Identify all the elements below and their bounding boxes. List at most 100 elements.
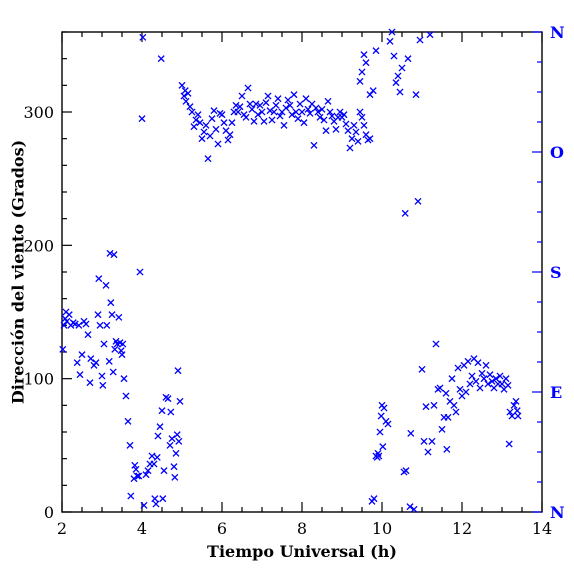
data-point [172,449,180,457]
data-point [127,492,135,500]
data-point [133,472,141,480]
data-point [254,111,262,119]
data-point [173,431,181,439]
x-tick-label: 2 [57,519,67,538]
data-point [379,443,387,451]
data-point [270,108,278,116]
data-point [504,381,512,389]
data-point [474,359,482,367]
data-point [320,116,328,124]
data-point [370,495,378,503]
data-point [94,311,102,319]
data-point [115,313,123,321]
data-point [109,368,117,376]
data-point [184,89,192,97]
data-point [396,88,404,96]
data-point [138,115,146,123]
data-point [342,120,350,128]
data-point [198,135,206,143]
data-point [472,377,480,385]
data-point [119,340,127,348]
data-points [59,28,522,513]
data-point [99,381,107,389]
data-point [188,108,196,116]
data-point [167,408,175,416]
data-point [508,412,516,420]
data-point [175,437,183,445]
data-point [256,101,264,109]
data-point [136,268,144,276]
data-point [135,472,143,480]
data-point [144,467,152,475]
data-point [468,372,476,380]
data-point [206,132,214,140]
data-point [126,441,134,449]
data-point [75,321,83,329]
data-point [348,135,356,143]
data-point [312,104,320,112]
data-point [326,108,334,116]
data-point [139,33,147,41]
data-point [496,372,504,380]
data-point [76,371,84,379]
data-point [248,105,256,113]
data-point [430,401,438,409]
x-tick-label: 12 [452,519,472,538]
data-point [258,108,266,116]
data-point [422,403,430,411]
data-point [160,467,168,475]
data-point [150,460,158,468]
y-tick-label: 0 [44,503,54,522]
data-point [178,81,186,89]
data-point [484,380,492,388]
data-point [224,136,232,144]
data-point [444,413,452,421]
data-point [322,127,330,135]
data-point [510,401,518,409]
data-point [360,51,368,59]
data-point [462,388,470,396]
data-point [148,452,156,460]
data-point [486,371,494,379]
data-point [157,55,165,63]
data-point [95,275,103,283]
data-point [194,111,202,119]
data-point [84,331,92,339]
data-point [268,116,276,124]
data-point [407,429,415,437]
data-point [398,64,406,72]
data-point [234,108,242,116]
data-point [340,111,348,119]
y-tick-label: 200 [23,236,54,255]
plot-frame [61,31,543,513]
data-point [394,72,402,80]
data-point [502,375,510,383]
data-point [464,357,472,365]
data-point [122,392,130,400]
data-point [488,377,496,385]
data-point [242,113,250,121]
data-point [196,119,204,127]
data-point [350,121,358,129]
data-point [304,105,312,113]
data-point [514,412,522,420]
cardinal-label: N [550,503,565,522]
data-point [358,68,366,76]
data-point [274,95,282,103]
data-point [132,465,140,473]
data-point [352,128,360,136]
data-point [356,77,364,85]
data-point [318,105,326,113]
data-point [154,432,162,440]
data-point [204,155,212,163]
data-point [238,92,246,100]
data-point [314,108,322,116]
data-point [300,119,308,127]
data-point [186,103,194,111]
data-point [142,471,150,479]
data-point [210,107,218,115]
data-point [100,340,108,348]
data-point [428,437,436,445]
data-point [513,407,521,415]
data-point [171,473,179,481]
